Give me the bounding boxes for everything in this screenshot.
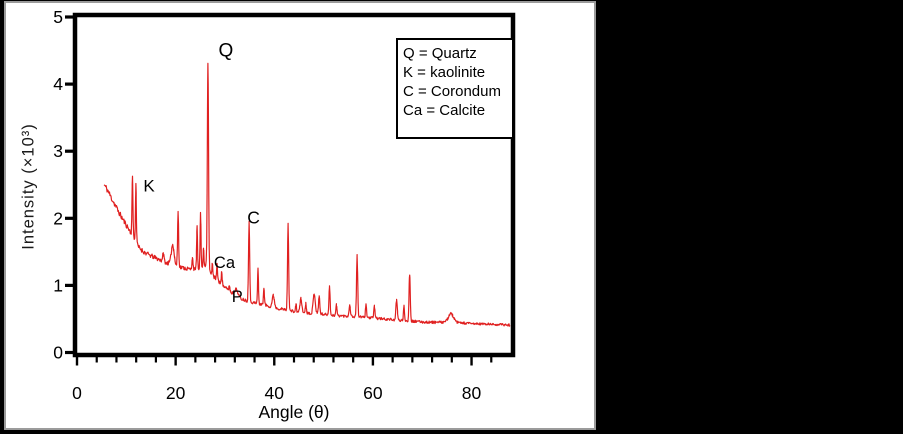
peak-label-k: K	[143, 176, 155, 195]
x-axis-title: Angle (θ)	[258, 402, 330, 422]
x-tick-label: 40	[265, 383, 285, 403]
x-tick-label: 80	[462, 383, 482, 403]
y-tick-label: 3	[53, 141, 63, 161]
y-tick-label: 2	[53, 208, 63, 228]
peak-label-q: Q	[219, 41, 234, 62]
y-tick-label: 1	[53, 275, 63, 295]
peak-label-ca: Ca	[214, 254, 236, 272]
legend-entry-quartz: Q = Quartz	[403, 45, 477, 62]
y-axis-title: Intensity (×10³)	[19, 123, 38, 250]
y-tick-label: 5	[53, 7, 63, 27]
x-tick-label: 20	[166, 383, 186, 403]
legend-entry-corondum: C = Corondum	[403, 83, 501, 100]
peak-label-c: C	[247, 208, 260, 228]
plot-frame	[72, 12, 516, 358]
peak-label-p: P	[232, 288, 243, 306]
legend-entry-kaolinite: K = kaolinite	[403, 64, 486, 81]
x-tick-label: 60	[363, 383, 383, 403]
legend-box: Q = Quartz K = kaolinite C = Corondum Ca…	[396, 38, 514, 139]
y-tick-label: 0	[53, 343, 63, 363]
legend-entry-calcite: Ca = Calcite	[403, 102, 486, 119]
x-tick-label: 0	[72, 383, 82, 403]
xrd-curve	[103, 62, 511, 327]
y-tick-label: 4	[53, 74, 63, 94]
